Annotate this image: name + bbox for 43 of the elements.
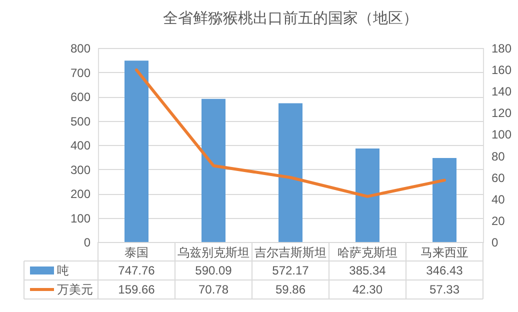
x-tick-label: 哈萨克斯坦 — [338, 246, 398, 260]
data-label: 385.34 — [349, 264, 386, 278]
data-label: 42.30 — [352, 282, 383, 296]
y2-tick-label: 40 — [492, 192, 506, 206]
y-tick-label: 700 — [70, 66, 91, 80]
y2-tick-label: 120 — [492, 106, 512, 120]
x-tick-label: 泰国 — [124, 246, 148, 260]
x-tick-label: 乌兹别克斯坦 — [178, 246, 250, 260]
y2-tick-label: 0 — [492, 236, 498, 250]
data-label: 57.33 — [429, 282, 460, 296]
line-series — [135, 68, 446, 198]
legend-label: 吨 — [57, 264, 69, 278]
y2-tick-label: 20 — [492, 214, 506, 228]
y-tick-label: 0 — [84, 236, 91, 250]
chart-title: 全省鲜猕猴桃出口前五的国家（地区） — [163, 10, 418, 27]
y2-tick-label: 60 — [492, 170, 506, 185]
y2-tick-label: 80 — [492, 149, 506, 164]
y2-tick-label: 180 — [492, 42, 512, 56]
data-label: 70.78 — [198, 282, 229, 296]
bar — [356, 148, 380, 242]
bar — [432, 158, 456, 242]
data-label: 747.76 — [118, 264, 156, 278]
data-label: 59.86 — [275, 282, 306, 296]
x-tick-label: 马来西亚 — [420, 246, 468, 260]
legend-label: 万美元 — [57, 282, 93, 296]
data-label: 159.66 — [118, 282, 156, 296]
y2-tick-label: 100 — [492, 128, 512, 142]
x-tick-label: 吉尔吉斯斯坦 — [254, 246, 326, 260]
y-tick-label: 100 — [70, 211, 91, 226]
bar — [202, 98, 226, 242]
bar — [124, 60, 148, 242]
data-label: 590.09 — [195, 264, 232, 278]
y-tick-label: 200 — [70, 187, 91, 201]
y-tick-label: 500 — [70, 114, 91, 128]
y2-tick-label: 160 — [492, 63, 512, 78]
data-label: 346.43 — [426, 264, 464, 278]
data-label: 572.17 — [272, 264, 310, 278]
y-tick-label: 400 — [70, 138, 91, 152]
y-tick-label: 600 — [70, 90, 91, 104]
y-tick-label: 800 — [70, 42, 91, 56]
y2-tick-label: 140 — [492, 84, 512, 99]
bar — [278, 103, 302, 242]
y-tick-label: 300 — [70, 162, 91, 177]
